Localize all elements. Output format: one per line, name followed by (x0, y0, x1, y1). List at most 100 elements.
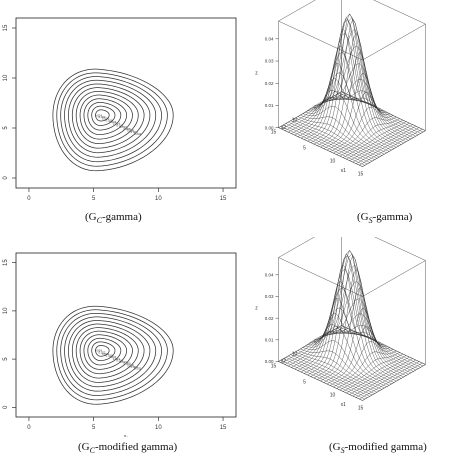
contour-label: 0.008 (124, 127, 131, 131)
contour-line (91, 341, 116, 361)
box-edge (278, 20, 363, 61)
mesh-line (305, 326, 390, 386)
mesh-line (292, 119, 378, 159)
contour-label: 0.012 (116, 358, 123, 362)
caption-gc-gamma: (GC-gamma) (85, 211, 142, 226)
mesh-line (333, 116, 397, 154)
z-tick-label: 0.03 (265, 294, 274, 299)
surface-plot-gs-gamma: 0.00 0.01 0.02 0.03 0.04 z 5 10 15 x1 5 10 15 x2 (255, 0, 426, 178)
mesh-line (317, 33, 381, 146)
surface-mesh (278, 13, 426, 167)
mesh-line (333, 350, 397, 388)
mesh-line (300, 114, 385, 155)
mesh-line (285, 357, 370, 397)
y-tick-label: 0 (3, 176, 9, 180)
mesh-line (288, 95, 352, 133)
x-tick-label: 0 (27, 196, 31, 202)
mesh-line (297, 116, 382, 156)
mesh-line (329, 79, 414, 138)
mesh-line (326, 91, 391, 151)
caption-gc-modified-gamma: (GC-modified gamma) (78, 441, 178, 456)
contour-line (64, 79, 157, 158)
x1-tick-label: 10 (330, 159, 336, 165)
box-edge (278, 237, 315, 258)
z-tick-label: 0.00 (265, 125, 274, 130)
mesh-line (330, 106, 394, 152)
contour-line (79, 330, 133, 375)
contour-line (87, 337, 122, 366)
z-tick-label: 0.03 (265, 59, 274, 64)
contour-line (71, 323, 145, 383)
contour-label: 0.022 (98, 350, 105, 354)
y-tick-label: 5 (3, 357, 9, 361)
contour-label: 0.016 (109, 120, 116, 124)
mesh-line (280, 359, 365, 400)
contour-label: 0.016 (109, 355, 116, 359)
mesh-line (307, 307, 392, 385)
y-tick-label: 0 (3, 405, 9, 409)
contour-line (68, 320, 151, 388)
contour-line (52, 305, 174, 405)
x-tick-label: 5 (92, 196, 96, 202)
contour-label: 0.012 (116, 123, 123, 127)
contour-line (95, 109, 110, 122)
z-tick-label: 0.04 (265, 272, 274, 277)
mesh-line (362, 130, 426, 167)
x1-tick-label: 5 (303, 146, 306, 152)
contour-line (64, 316, 157, 392)
mesh-line (355, 127, 420, 164)
x2-axis-label: x2 (281, 125, 287, 131)
z-tick-label: 0.02 (265, 316, 274, 321)
box-edge (362, 260, 426, 297)
x2-tick-label: 15 (271, 130, 277, 136)
box-edge (374, 237, 426, 261)
z-axis-label: z (255, 306, 258, 312)
contour-line (91, 105, 116, 126)
contour-label: 0.018 (106, 118, 113, 122)
mesh-line (278, 127, 363, 167)
mesh-line (349, 358, 413, 395)
mesh-line (300, 348, 385, 389)
mesh-line (319, 17, 404, 144)
x2-tick-label: 15 (271, 364, 277, 370)
mesh-line (336, 118, 400, 155)
box-edge (278, 0, 316, 22)
mesh-line (283, 358, 368, 398)
y-tick-label: 10 (3, 307, 9, 314)
contour-line (95, 345, 110, 357)
mesh-line (336, 352, 400, 389)
z-tick-label: 0.02 (265, 81, 274, 86)
contour-line (83, 98, 128, 135)
z-tick-label: 0.01 (265, 337, 274, 342)
x2-tick-label: 5 (314, 106, 317, 112)
contour-label: 0.020 (102, 352, 109, 356)
box-edge (373, 0, 426, 25)
contour-line (68, 83, 151, 154)
contour-line (75, 327, 139, 379)
mesh-line (309, 51, 395, 149)
contour-line (79, 94, 133, 140)
mesh-line (302, 340, 387, 387)
contour-line (52, 68, 174, 172)
contour-plot-gc-modified-gamma: 051015051015x₁x₂0.0020.0040.0060.0080.01… (3, 252, 237, 437)
surface-mesh (278, 250, 426, 401)
mesh-line (278, 361, 363, 401)
x-axis-label: x₁ (124, 434, 129, 437)
z-tick-label: 0.01 (265, 103, 274, 108)
contour-label: 0.008 (124, 362, 131, 366)
mesh-line (359, 128, 423, 166)
mesh-line (336, 94, 421, 134)
mesh-line (359, 362, 423, 400)
box-edge (278, 257, 363, 297)
x2-tick-label: 10 (292, 118, 298, 124)
x2-axis-label: x2 (281, 359, 287, 365)
mesh-line (339, 353, 403, 391)
mesh-line (295, 351, 380, 391)
mesh-line (307, 72, 392, 151)
mesh-line (326, 326, 391, 385)
contour-line (56, 72, 168, 167)
contour-line (83, 334, 128, 370)
x1-tick-label: 10 (330, 393, 336, 399)
z-tick-label: 0.00 (265, 359, 274, 364)
contour-label: 0.002 (134, 367, 141, 371)
